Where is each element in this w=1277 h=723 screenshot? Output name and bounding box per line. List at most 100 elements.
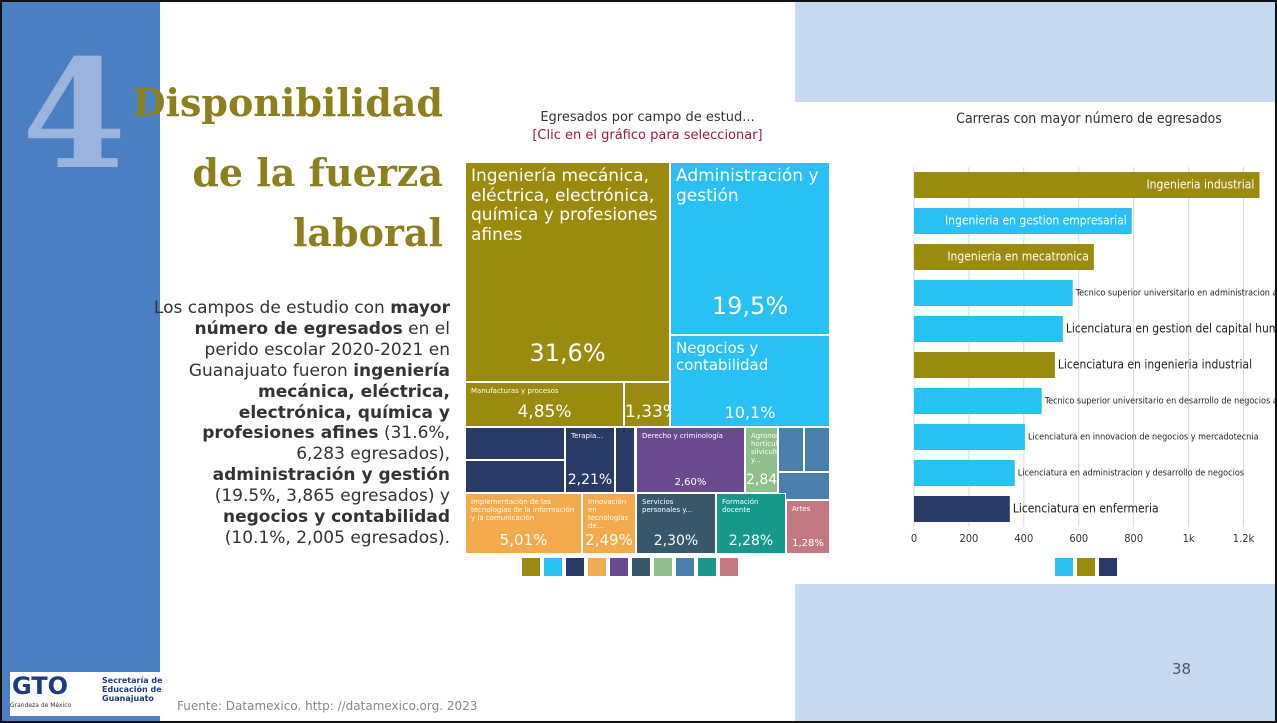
bar-label: Ingenieria en gestion empresarial	[945, 214, 1127, 228]
tile-value: 2,21%	[567, 472, 613, 488]
bar	[914, 244, 1094, 270]
tile[interactable]: Implementación de las tecnologías de la …	[465, 493, 582, 554]
tile[interactable]: Innovación en tecnologías de... 2,49%	[582, 493, 636, 554]
icon[interactable]	[676, 558, 694, 576]
tile-value: 2,28%	[728, 533, 774, 549]
tile-value: 4,85%	[517, 402, 572, 422]
tile-value: 2,60%	[674, 477, 707, 488]
bar	[914, 172, 1260, 198]
section-number: 4	[22, 27, 127, 203]
tile-value: 2,30%	[653, 533, 699, 549]
logo-brand: GTO	[12, 672, 69, 700]
tile[interactable]	[465, 427, 565, 460]
body-span: (10.1%, 2,005 egresados).	[224, 527, 450, 548]
icon[interactable]	[588, 558, 606, 576]
x-tick-label: 400	[1014, 532, 1033, 545]
tile[interactable]: Artes 1,28%	[786, 500, 830, 554]
filter-icons	[522, 558, 738, 576]
tile[interactable]: Negocios y contabilidad 10,1%	[670, 335, 830, 427]
bar-label: Tecnico superior universitario en admini…	[1075, 289, 1275, 299]
icon[interactable]	[566, 558, 584, 576]
tile[interactable]: Derecho y criminología 2,60%	[636, 427, 745, 493]
body-bold: negocios y contabilidad	[222, 507, 450, 528]
tile-value: 5,01%	[499, 531, 548, 549]
chart-title: Carreras con mayor número de egresados	[956, 111, 1222, 127]
tile[interactable]: 1,33%	[624, 382, 670, 427]
title-line: laboral	[292, 210, 443, 255]
bar-label: Ingenieria industrial	[1146, 178, 1254, 192]
tile-value: 10,1%	[724, 403, 776, 422]
page-number: 38	[1172, 660, 1192, 678]
title-line: Disponibilidad	[132, 80, 443, 125]
body-span: Los campos de estudio con	[153, 298, 391, 318]
tile-label: Ingeniería mecánica, eléctrica, electrón…	[471, 166, 658, 245]
bar	[914, 388, 1042, 414]
tile[interactable]: Terapia... 2,21%	[565, 427, 615, 493]
tile[interactable]	[615, 427, 635, 493]
tile[interactable]	[778, 472, 830, 500]
icon[interactable]	[1055, 558, 1073, 576]
body-text: Los campos de estudio con mayor número d…	[152, 298, 450, 549]
tile[interactable]: Administración y gestión 19,5%	[670, 162, 830, 335]
tile-label: Innovación en tecnologías de...	[588, 498, 629, 531]
tile-value: 19,5%	[711, 292, 789, 320]
bar-label: Licenciatura en innovacion de negocios y…	[1028, 433, 1259, 443]
logo: GTO Grandeza de México Secretaría de Edu…	[10, 672, 170, 716]
x-tick-label: 800	[1124, 532, 1143, 545]
body-span: (31.6%, 6,283 egresados),	[296, 423, 450, 465]
tile-label: Agronomía, horticultura, silvicultura y.…	[751, 432, 778, 465]
icon[interactable]	[610, 558, 628, 576]
tile-label: Manufacturas y procesos	[471, 387, 559, 395]
bar	[914, 496, 1010, 522]
icon[interactable]	[1099, 558, 1117, 576]
tile-label: Derecho y criminología	[642, 432, 723, 440]
icon[interactable]	[522, 558, 540, 576]
body-bold: mayor número de egresados	[194, 298, 450, 339]
tile[interactable]: Ingeniería mecánica, eléctrica, electrón…	[465, 162, 670, 382]
tile[interactable]	[804, 427, 830, 472]
tile-label: Implementación de las tecnologías de la …	[471, 498, 575, 523]
bar	[914, 280, 1073, 306]
x-tick-label: 1.2k	[1233, 532, 1255, 545]
tile-label: Artes	[792, 505, 811, 513]
icon[interactable]	[632, 558, 650, 576]
treemap-title: Egresados por campo de estud...	[540, 110, 755, 125]
bar-label: Tecnico superior universitario en desarr…	[1044, 397, 1275, 407]
logo-tagline: Grandeza de México	[10, 702, 72, 709]
body-bold: ingeniería mecánica, eléctrica, electrón…	[202, 360, 450, 444]
icon[interactable]	[698, 558, 716, 576]
body-bold: administración y gestión	[212, 465, 450, 486]
tile[interactable]: Servicios personales y... 2,30%	[636, 493, 716, 554]
icon[interactable]	[544, 558, 562, 576]
tile-label: Formación docente	[722, 498, 759, 515]
icon[interactable]	[654, 558, 672, 576]
bar-label: Ingenieria en mecatronica	[947, 250, 1089, 264]
tile-label: Terapia...	[571, 432, 603, 440]
tile-label: Administración y gestión	[676, 166, 819, 206]
bar-label: Licenciatura en gestion del capital huma…	[1066, 322, 1275, 336]
bar-label: Licenciatura en administracion y desarro…	[1018, 469, 1244, 479]
bar	[914, 208, 1132, 234]
tile-value: 31,6%	[529, 339, 606, 367]
title-line: de la fuerza	[192, 150, 443, 195]
tile[interactable]: Formación docente 2,28%	[716, 493, 786, 554]
x-tick-label: 1k	[1183, 532, 1195, 545]
bar-label: Licenciatura en ingenieria industrial	[1058, 358, 1252, 372]
tile-label: Servicios personales y...	[642, 498, 693, 515]
tile-label: Negocios y contabilidad	[676, 339, 769, 375]
x-tick-label: 200	[959, 532, 978, 545]
tile[interactable]: Agronomía, horticultura, silvicultura y.…	[745, 427, 778, 493]
tile[interactable]	[778, 427, 804, 472]
body-span: en el perido escolar 2020-2021 en Guanaj…	[188, 318, 450, 381]
bar	[914, 424, 1025, 450]
x-tick-label: 600	[1069, 532, 1088, 545]
icon[interactable]	[1077, 558, 1095, 576]
tile-value: 2,84%	[746, 472, 778, 488]
bar	[914, 352, 1055, 378]
icon[interactable]	[720, 558, 738, 576]
logo-org: Secretaría de Educación de Guanajuato	[102, 676, 163, 704]
tile[interactable]: Manufacturas y procesos 4,85%	[465, 382, 624, 427]
bar	[914, 460, 1015, 486]
tile[interactable]	[465, 460, 565, 493]
